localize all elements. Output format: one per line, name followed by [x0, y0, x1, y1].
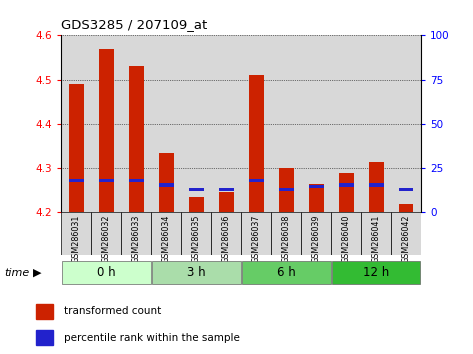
- FancyBboxPatch shape: [181, 212, 211, 255]
- Text: percentile rank within the sample: percentile rank within the sample: [64, 333, 240, 343]
- Text: GSM286031: GSM286031: [72, 215, 81, 263]
- Text: ▶: ▶: [33, 268, 42, 278]
- Bar: [368, 161, 384, 212]
- Bar: [219, 188, 234, 191]
- Bar: [36, 304, 53, 319]
- Text: 6 h: 6 h: [277, 266, 296, 279]
- Text: GSM286036: GSM286036: [222, 215, 231, 263]
- Bar: [151, 35, 181, 212]
- Bar: [69, 179, 84, 182]
- Bar: [189, 188, 204, 191]
- Bar: [301, 35, 331, 212]
- Text: GSM286032: GSM286032: [102, 215, 111, 263]
- Bar: [339, 173, 354, 212]
- Bar: [69, 84, 84, 212]
- Text: GSM286041: GSM286041: [371, 215, 381, 263]
- Text: 0 h: 0 h: [97, 266, 116, 279]
- FancyBboxPatch shape: [361, 212, 391, 255]
- Bar: [91, 35, 122, 212]
- Bar: [339, 183, 354, 187]
- Bar: [398, 204, 413, 212]
- Text: GSM286038: GSM286038: [281, 215, 291, 263]
- FancyBboxPatch shape: [122, 212, 151, 255]
- FancyBboxPatch shape: [211, 212, 241, 255]
- Bar: [308, 184, 324, 188]
- Bar: [129, 67, 144, 212]
- Bar: [211, 35, 241, 212]
- Bar: [331, 35, 361, 212]
- Text: GSM286035: GSM286035: [192, 215, 201, 263]
- FancyBboxPatch shape: [241, 212, 271, 255]
- Bar: [129, 179, 144, 182]
- Text: GSM286040: GSM286040: [342, 215, 350, 263]
- Text: GSM286034: GSM286034: [162, 215, 171, 263]
- Bar: [159, 153, 174, 212]
- FancyBboxPatch shape: [62, 261, 151, 284]
- Bar: [249, 75, 264, 212]
- Text: GSM286039: GSM286039: [312, 215, 321, 263]
- FancyBboxPatch shape: [152, 261, 241, 284]
- Bar: [368, 183, 384, 187]
- Bar: [279, 168, 294, 212]
- Bar: [122, 35, 151, 212]
- Text: GSM286042: GSM286042: [402, 215, 411, 263]
- FancyBboxPatch shape: [271, 212, 301, 255]
- Bar: [61, 35, 91, 212]
- Text: 3 h: 3 h: [187, 266, 206, 279]
- Bar: [308, 184, 324, 212]
- FancyBboxPatch shape: [151, 212, 181, 255]
- FancyBboxPatch shape: [331, 212, 361, 255]
- Bar: [391, 35, 421, 212]
- Bar: [361, 35, 391, 212]
- Text: time: time: [5, 268, 30, 278]
- Bar: [241, 35, 271, 212]
- Text: GSM286037: GSM286037: [252, 215, 261, 263]
- Bar: [279, 188, 294, 191]
- FancyBboxPatch shape: [301, 212, 331, 255]
- Bar: [36, 330, 53, 345]
- Bar: [189, 197, 204, 212]
- Bar: [99, 49, 114, 212]
- Bar: [159, 183, 174, 187]
- FancyBboxPatch shape: [91, 212, 122, 255]
- Text: 12 h: 12 h: [363, 266, 389, 279]
- Bar: [271, 35, 301, 212]
- Text: transformed count: transformed count: [64, 306, 161, 316]
- FancyBboxPatch shape: [391, 212, 421, 255]
- FancyBboxPatch shape: [332, 261, 420, 284]
- FancyBboxPatch shape: [242, 261, 331, 284]
- Bar: [398, 188, 413, 191]
- Bar: [99, 179, 114, 182]
- Bar: [219, 193, 234, 212]
- Text: GSM286033: GSM286033: [132, 215, 141, 263]
- Bar: [181, 35, 211, 212]
- Text: GDS3285 / 207109_at: GDS3285 / 207109_at: [61, 18, 208, 32]
- FancyBboxPatch shape: [61, 212, 91, 255]
- Bar: [249, 179, 264, 182]
